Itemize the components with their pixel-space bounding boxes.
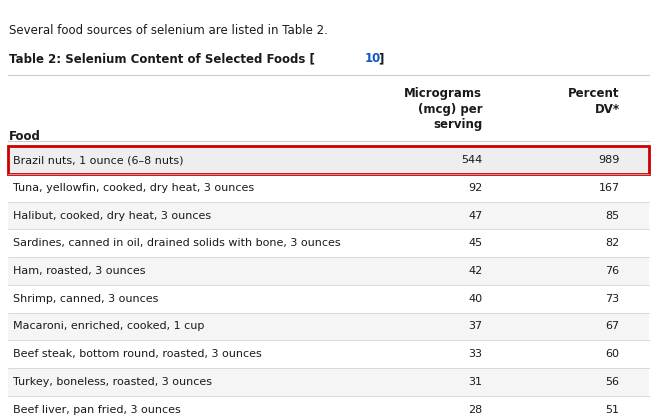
- Text: 60: 60: [606, 349, 620, 359]
- Text: Turkey, boneless, roasted, 3 ounces: Turkey, boneless, roasted, 3 ounces: [12, 377, 212, 387]
- Text: Shrimp, canned, 3 ounces: Shrimp, canned, 3 ounces: [12, 294, 158, 304]
- Text: Table 2: Selenium Content of Selected Foods [: Table 2: Selenium Content of Selected Fo…: [9, 52, 315, 65]
- Bar: [8, 285, 649, 312]
- Text: 82: 82: [605, 238, 620, 248]
- Bar: [8, 396, 649, 416]
- Text: 37: 37: [468, 322, 482, 332]
- Text: Halibut, cooked, dry heat, 3 ounces: Halibut, cooked, dry heat, 3 ounces: [12, 210, 211, 220]
- Text: 92: 92: [468, 183, 482, 193]
- Text: Percent: Percent: [568, 87, 620, 100]
- Bar: [8, 174, 649, 202]
- Text: Beef liver, pan fried, 3 ounces: Beef liver, pan fried, 3 ounces: [12, 405, 180, 415]
- Text: serving: serving: [433, 118, 482, 131]
- Text: Brazil nuts, 1 ounce (6–8 nuts): Brazil nuts, 1 ounce (6–8 nuts): [12, 155, 183, 165]
- Text: 28: 28: [468, 405, 482, 415]
- Bar: [8, 368, 649, 396]
- Text: Macaroni, enriched, cooked, 1 cup: Macaroni, enriched, cooked, 1 cup: [12, 322, 204, 332]
- Bar: [8, 229, 649, 257]
- Text: Micrograms: Micrograms: [404, 87, 482, 100]
- Text: Beef steak, bottom round, roasted, 3 ounces: Beef steak, bottom round, roasted, 3 oun…: [12, 349, 261, 359]
- Text: Food: Food: [9, 130, 41, 143]
- Text: Tuna, yellowfin, cooked, dry heat, 3 ounces: Tuna, yellowfin, cooked, dry heat, 3 oun…: [12, 183, 254, 193]
- Text: Ham, roasted, 3 ounces: Ham, roasted, 3 ounces: [12, 266, 145, 276]
- Text: 42: 42: [468, 266, 482, 276]
- Bar: [8, 146, 649, 174]
- Text: 51: 51: [606, 405, 620, 415]
- Text: 40: 40: [468, 294, 482, 304]
- Bar: [8, 202, 649, 229]
- Bar: [8, 257, 649, 285]
- Text: ]: ]: [378, 52, 384, 65]
- Text: 47: 47: [468, 210, 482, 220]
- Text: 31: 31: [468, 377, 482, 387]
- Text: Sardines, canned in oil, drained solids with bone, 3 ounces: Sardines, canned in oil, drained solids …: [12, 238, 340, 248]
- Text: 73: 73: [606, 294, 620, 304]
- Text: 33: 33: [468, 349, 482, 359]
- Text: 989: 989: [599, 155, 620, 165]
- Text: 67: 67: [606, 322, 620, 332]
- Bar: [8, 312, 649, 340]
- Text: 167: 167: [599, 183, 620, 193]
- Text: 544: 544: [461, 155, 482, 165]
- Text: 56: 56: [606, 377, 620, 387]
- Text: 85: 85: [606, 210, 620, 220]
- Text: Several food sources of selenium are listed in Table 2.: Several food sources of selenium are lis…: [9, 24, 328, 37]
- Bar: [8, 146, 649, 174]
- Bar: [8, 340, 649, 368]
- Text: 45: 45: [468, 238, 482, 248]
- Text: 10: 10: [365, 52, 381, 65]
- Text: 76: 76: [606, 266, 620, 276]
- Text: (mcg) per: (mcg) per: [418, 103, 482, 116]
- Text: DV*: DV*: [595, 103, 620, 116]
